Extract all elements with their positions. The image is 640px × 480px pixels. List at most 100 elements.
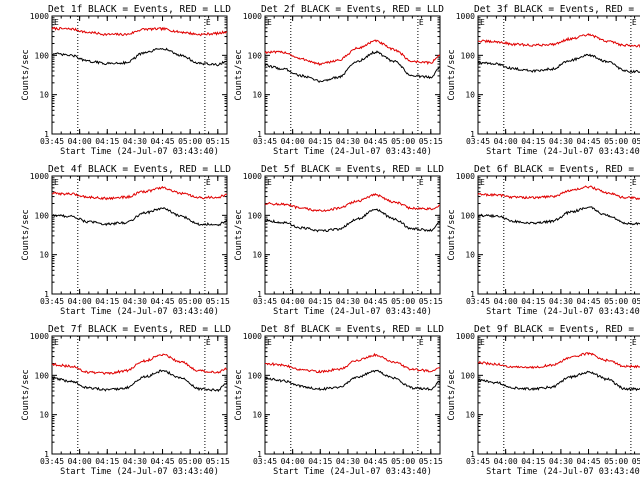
y-tick-label: 10 — [252, 411, 262, 420]
x-axis-label: Start Time (24-Jul-07 03:43:40) — [60, 307, 219, 317]
x-tick-label: 05:15 — [206, 457, 230, 466]
plot-frame — [51, 335, 228, 455]
x-tick-label: 04:00 — [281, 457, 305, 466]
chart-panel-7: Det 7f BLACK = Events, RED = LLD 1 10 100 10… — [21, 324, 231, 477]
plot-frame — [264, 15, 441, 135]
y-tick-label: 100 — [248, 51, 263, 60]
chart-panel-5: Det 5f BLACK = Events, RED = LLD 1 10 100 10… — [234, 164, 444, 317]
events-series-line — [477, 370, 640, 392]
x-tick-label: 05:00 — [178, 137, 202, 146]
event-marker-label: E — [632, 18, 637, 27]
x-tick-label: 04:00 — [494, 457, 518, 466]
x-tick-label: 04:15 — [95, 137, 119, 146]
y-tick-label: 10 — [39, 411, 49, 420]
y-axis-label: Counts/sec — [21, 369, 31, 420]
x-tick-label: 04:15 — [308, 137, 332, 146]
chart-title: Det 1f BLACK = Events, RED = LLD — [48, 4, 231, 15]
y-axis-label: Counts/sec — [234, 369, 244, 420]
x-tick-label: 04:15 — [521, 137, 545, 146]
lld-series-line — [264, 39, 441, 67]
chart-title: Det 8f BLACK = Events, RED = LLD — [261, 324, 444, 335]
event-marker-label: E — [419, 178, 424, 187]
y-tick-label: 100 — [35, 371, 50, 380]
x-tick-label: 05:00 — [604, 457, 628, 466]
corner-marker-label: E — [54, 338, 59, 347]
x-tick-label: 03:45 — [253, 137, 277, 146]
x-axis-label: Start Time (24-Jul-07 03:43:40) — [273, 147, 432, 157]
plot-frame — [264, 335, 441, 455]
corner-marker-label: E — [480, 338, 485, 347]
x-tick-label: 04:00 — [494, 137, 518, 146]
chart-title: Det 7f BLACK = Events, RED = LLD — [48, 324, 231, 335]
x-tick-label: 04:45 — [363, 297, 387, 306]
events-series-line — [51, 47, 228, 67]
x-tick-label: 03:45 — [253, 457, 277, 466]
y-tick-label: 1 — [257, 290, 262, 299]
corner-marker-label: E — [267, 18, 272, 27]
y-tick-label: 10 — [39, 251, 49, 260]
event-marker-label: E — [206, 338, 211, 347]
event-marker-label: E — [632, 178, 637, 187]
chart-panel-3: Det 3f BLACK = Events, RED = LLD 1 10 100 10… — [447, 4, 640, 157]
x-tick-label: 03:45 — [40, 457, 64, 466]
x-tick-label: 05:15 — [419, 457, 443, 466]
x-tick-label: 04:45 — [363, 137, 387, 146]
x-tick-label: 04:15 — [521, 297, 545, 306]
x-tick-label: 04:15 — [95, 457, 119, 466]
events-series-line — [51, 207, 228, 227]
y-tick-label: 1 — [470, 130, 475, 139]
x-axis-label: Start Time (24-Jul-07 03:43:40) — [273, 307, 432, 317]
y-axis-label: Counts/sec — [21, 209, 31, 260]
event-marker-label: E — [206, 178, 211, 187]
x-tick-label: 04:45 — [150, 457, 174, 466]
y-tick-label: 10 — [252, 251, 262, 260]
x-tick-label: 05:00 — [178, 297, 202, 306]
chart-title: Det 5f BLACK = Events, RED = LLD — [261, 164, 444, 175]
x-tick-label: 04:45 — [150, 297, 174, 306]
event-marker-label: E — [632, 338, 637, 347]
chart-panel-6: Det 6f BLACK = Events, RED = LLD 1 10 100 10… — [447, 164, 640, 317]
x-axis-label: Start Time (24-Jul-07 03:43:40) — [60, 147, 219, 157]
corner-marker-label: E — [54, 178, 59, 187]
y-tick-label: 1 — [257, 450, 262, 459]
y-tick-label: 100 — [461, 211, 476, 220]
y-tick-label: 1 — [257, 130, 262, 139]
lld-series-line — [265, 352, 441, 374]
lld-series-line — [51, 185, 228, 201]
chart-panel-4: Det 4f BLACK = Events, RED = LLD 1 10 100 10… — [21, 164, 231, 317]
lld-series-line — [477, 33, 640, 49]
y-axis-label: Counts/sec — [234, 209, 244, 260]
x-tick-label: 04:00 — [494, 297, 518, 306]
x-tick-label: 04:15 — [308, 297, 332, 306]
x-tick-label: 03:45 — [40, 137, 64, 146]
chart-panel-1: Det 1f BLACK = Events, RED = LLD 1 10 100 10… — [21, 4, 231, 157]
x-tick-label: 04:15 — [308, 457, 332, 466]
y-tick-label: 100 — [461, 51, 476, 60]
x-tick-label: 04:00 — [281, 137, 305, 146]
y-tick-label: 1 — [470, 450, 475, 459]
y-tick-label: 1000 — [30, 172, 49, 181]
x-tick-label: 05:00 — [604, 137, 628, 146]
lld-series-line — [477, 185, 640, 201]
x-tick-label: 05:15 — [632, 297, 640, 306]
lld-series-line — [51, 26, 228, 37]
events-series-line — [477, 206, 640, 226]
event-marker-label: E — [419, 18, 424, 27]
x-tick-label: 03:45 — [40, 297, 64, 306]
x-tick-label: 05:15 — [632, 137, 640, 146]
plot-frame — [264, 175, 441, 295]
corner-marker-label: E — [480, 18, 485, 27]
events-series-line — [477, 53, 640, 74]
plot-frame — [51, 15, 228, 135]
x-tick-label: 04:30 — [549, 297, 573, 306]
x-tick-label: 04:00 — [68, 457, 92, 466]
x-tick-label: 04:30 — [123, 457, 147, 466]
x-tick-label: 03:45 — [253, 297, 277, 306]
x-tick-label: 03:45 — [466, 457, 490, 466]
y-tick-label: 1000 — [243, 332, 262, 341]
x-tick-label: 05:00 — [178, 457, 202, 466]
y-tick-label: 1000 — [456, 172, 475, 181]
y-tick-label: 100 — [248, 211, 263, 220]
x-tick-label: 05:15 — [632, 457, 640, 466]
x-tick-label: 04:15 — [95, 297, 119, 306]
